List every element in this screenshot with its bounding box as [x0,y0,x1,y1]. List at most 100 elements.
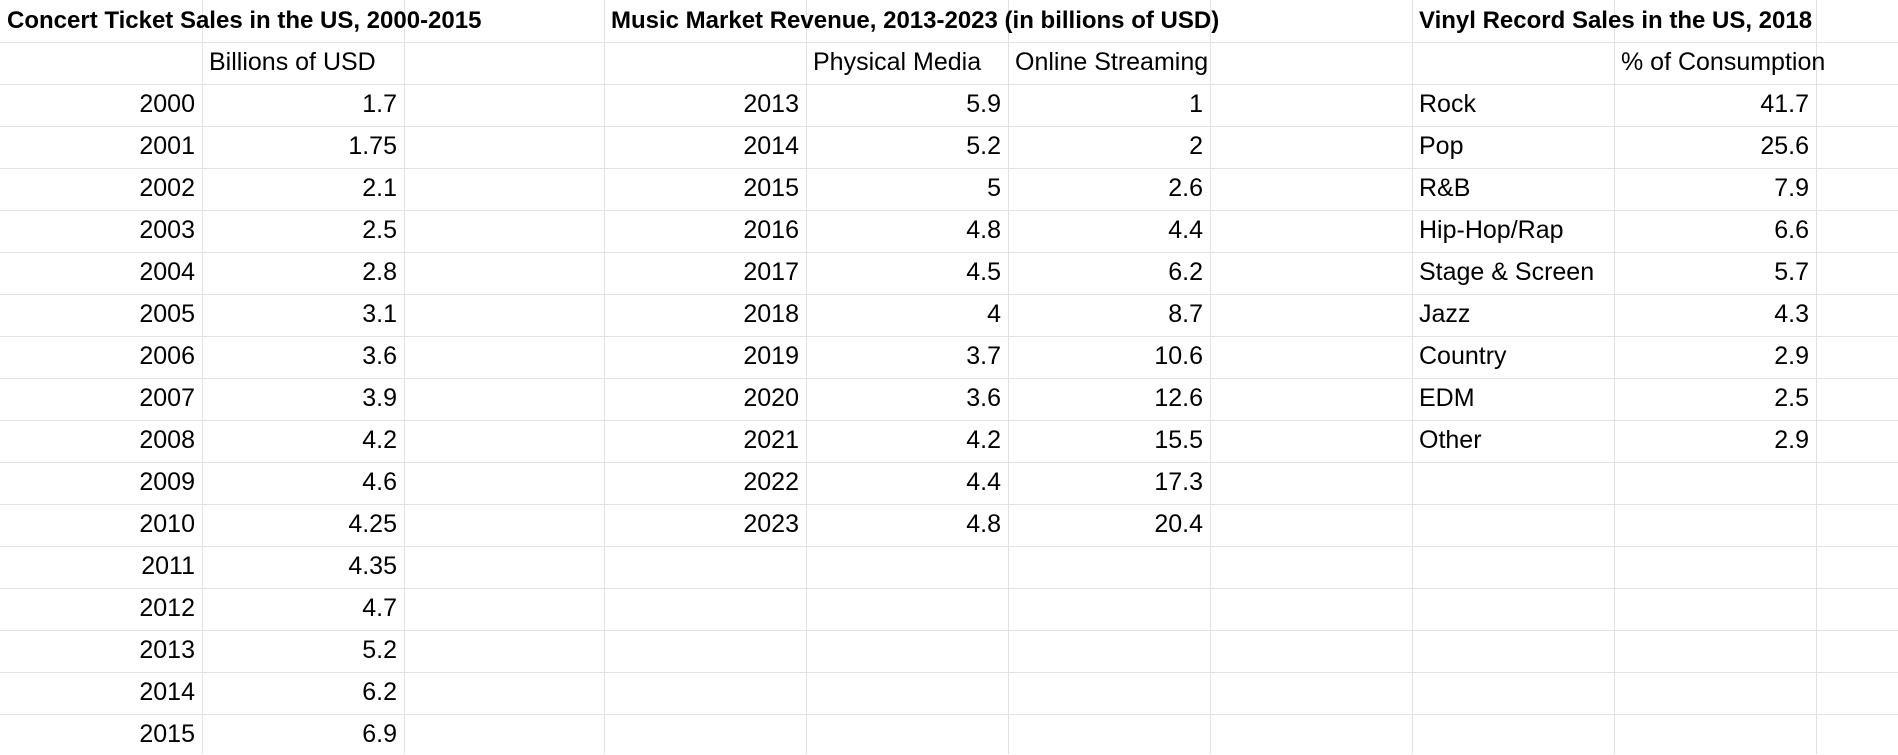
row-gridline [0,714,1898,715]
concert-value-cell[interactable]: 2.8 [362,258,397,286]
music-physical-cell[interactable]: 3.6 [966,384,1001,412]
music-physical-cell[interactable]: 3.7 [966,342,1001,370]
concert-year-cell[interactable]: 2000 [139,90,195,118]
music-streaming-cell[interactable]: 6.2 [1168,258,1203,286]
music-physical-cell[interactable]: 4 [987,300,1001,328]
vinyl-value-cell[interactable]: 2.5 [1774,384,1809,412]
concert-year-cell[interactable]: 2002 [139,174,195,202]
concert-year-cell[interactable]: 2005 [139,300,195,328]
vinyl-genre-cell[interactable]: Country [1419,342,1507,370]
concert-year-cell[interactable]: 2006 [139,342,195,370]
concert-value-cell[interactable]: 1.7 [362,90,397,118]
vinyl-value-cell[interactable]: 5.7 [1774,258,1809,286]
music-streaming-cell[interactable]: 2 [1189,132,1203,160]
concert-value-cell[interactable]: 5.2 [362,636,397,664]
music-year-cell[interactable]: 2019 [743,342,799,370]
column-gridline [1008,0,1009,754]
vinyl-genre-cell[interactable]: Pop [1419,132,1464,160]
concert-value-cell[interactable]: 4.6 [362,468,397,496]
vinyl-genre-cell[interactable]: Jazz [1419,300,1471,328]
concert-table-title[interactable]: Concert Ticket Sales in the US, 2000-201… [7,7,482,34]
concert-value-cell[interactable]: 2.5 [362,216,397,244]
music-year-cell[interactable]: 2020 [743,384,799,412]
music-streaming-cell[interactable]: 10.6 [1154,342,1203,370]
music-year-cell[interactable]: 2013 [743,90,799,118]
music-header-physical-media[interactable]: Physical Media [813,48,982,76]
concert-year-cell[interactable]: 2009 [139,468,195,496]
vinyl-genre-cell[interactable]: Other [1419,426,1482,454]
concert-year-cell[interactable]: 2004 [139,258,195,286]
music-streaming-cell[interactable]: 4.4 [1168,216,1203,244]
music-year-cell[interactable]: 2016 [743,216,799,244]
music-year-cell[interactable]: 2018 [743,300,799,328]
concert-value-cell[interactable]: 3.9 [362,384,397,412]
concert-year-cell[interactable]: 2008 [139,426,195,454]
music-year-cell[interactable]: 2017 [743,258,799,286]
vinyl-header-percent-consumption[interactable]: % of Consumption [1621,48,1826,76]
row-gridline [0,294,1898,295]
music-streaming-cell[interactable]: 20.4 [1154,510,1203,538]
row-gridline [0,504,1898,505]
music-streaming-cell[interactable]: 17.3 [1154,468,1203,496]
row-gridline [0,546,1898,547]
music-physical-cell[interactable]: 5.9 [966,90,1001,118]
music-year-cell[interactable]: 2023 [743,510,799,538]
concert-year-cell[interactable]: 2012 [139,594,195,622]
concert-value-cell[interactable]: 6.2 [362,678,397,706]
music-physical-cell[interactable]: 4.2 [966,426,1001,454]
music-streaming-cell[interactable]: 2.6 [1168,174,1203,202]
concert-value-cell[interactable]: 4.7 [362,594,397,622]
concert-year-cell[interactable]: 2013 [139,636,195,664]
music-streaming-cell[interactable]: 15.5 [1154,426,1203,454]
vinyl-genre-cell[interactable]: R&B [1419,174,1471,202]
concert-value-cell[interactable]: 6.9 [362,720,397,748]
vinyl-genre-cell[interactable]: Rock [1419,90,1476,118]
concert-year-cell[interactable]: 2001 [139,132,195,160]
vinyl-value-cell[interactable]: 7.9 [1774,174,1809,202]
vinyl-genre-cell[interactable]: EDM [1419,384,1475,412]
music-physical-cell[interactable]: 4.4 [966,468,1001,496]
concert-header-billions-usd[interactable]: Billions of USD [209,48,376,76]
music-streaming-cell[interactable]: 1 [1189,90,1203,118]
music-streaming-cell[interactable]: 12.6 [1154,384,1203,412]
vinyl-value-cell[interactable]: 2.9 [1774,426,1809,454]
concert-year-cell[interactable]: 2014 [139,678,195,706]
vinyl-value-cell[interactable]: 6.6 [1774,216,1809,244]
concert-value-cell[interactable]: 4.25 [348,510,397,538]
concert-value-cell[interactable]: 3.1 [362,300,397,328]
vinyl-table-title[interactable]: Vinyl Record Sales in the US, 2018 [1419,7,1813,34]
concert-value-cell[interactable]: 4.2 [362,426,397,454]
column-gridline [806,0,807,754]
vinyl-genre-cell[interactable]: Hip-Hop/Rap [1419,216,1564,244]
vinyl-value-cell[interactable]: 4.3 [1774,300,1809,328]
concert-value-cell[interactable]: 4.35 [348,552,397,580]
column-gridline [1614,0,1615,754]
music-physical-cell[interactable]: 5.2 [966,132,1001,160]
concert-value-cell[interactable]: 3.6 [362,342,397,370]
music-physical-cell[interactable]: 4.8 [966,510,1001,538]
music-physical-cell[interactable]: 5 [987,174,1001,202]
concert-year-cell[interactable]: 2015 [139,720,195,748]
music-header-online-streaming[interactable]: Online Streaming [1015,48,1209,76]
concert-value-cell[interactable]: 1.75 [348,132,397,160]
music-table-title[interactable]: Music Market Revenue, 2013-2023 (in bill… [611,7,1220,34]
music-physical-cell[interactable]: 4.8 [966,216,1001,244]
concert-year-cell[interactable]: 2007 [139,384,195,412]
concert-value-cell[interactable]: 2.1 [362,174,397,202]
concert-year-cell[interactable]: 2010 [139,510,195,538]
vinyl-value-cell[interactable]: 2.9 [1774,342,1809,370]
vinyl-value-cell[interactable]: 25.6 [1760,132,1809,160]
vinyl-value-cell[interactable]: 41.7 [1760,90,1809,118]
music-streaming-cell[interactable]: 8.7 [1168,300,1203,328]
row-gridline [0,252,1898,253]
concert-year-cell[interactable]: 2003 [139,216,195,244]
row-gridline [0,126,1898,127]
music-year-cell[interactable]: 2014 [743,132,799,160]
music-physical-cell[interactable]: 4.5 [966,258,1001,286]
music-year-cell[interactable]: 2015 [743,174,799,202]
concert-year-cell[interactable]: 2011 [141,552,195,580]
music-year-cell[interactable]: 2021 [743,426,799,454]
music-year-cell[interactable]: 2022 [743,468,799,496]
vinyl-genre-cell[interactable]: Stage & Screen [1419,258,1595,286]
